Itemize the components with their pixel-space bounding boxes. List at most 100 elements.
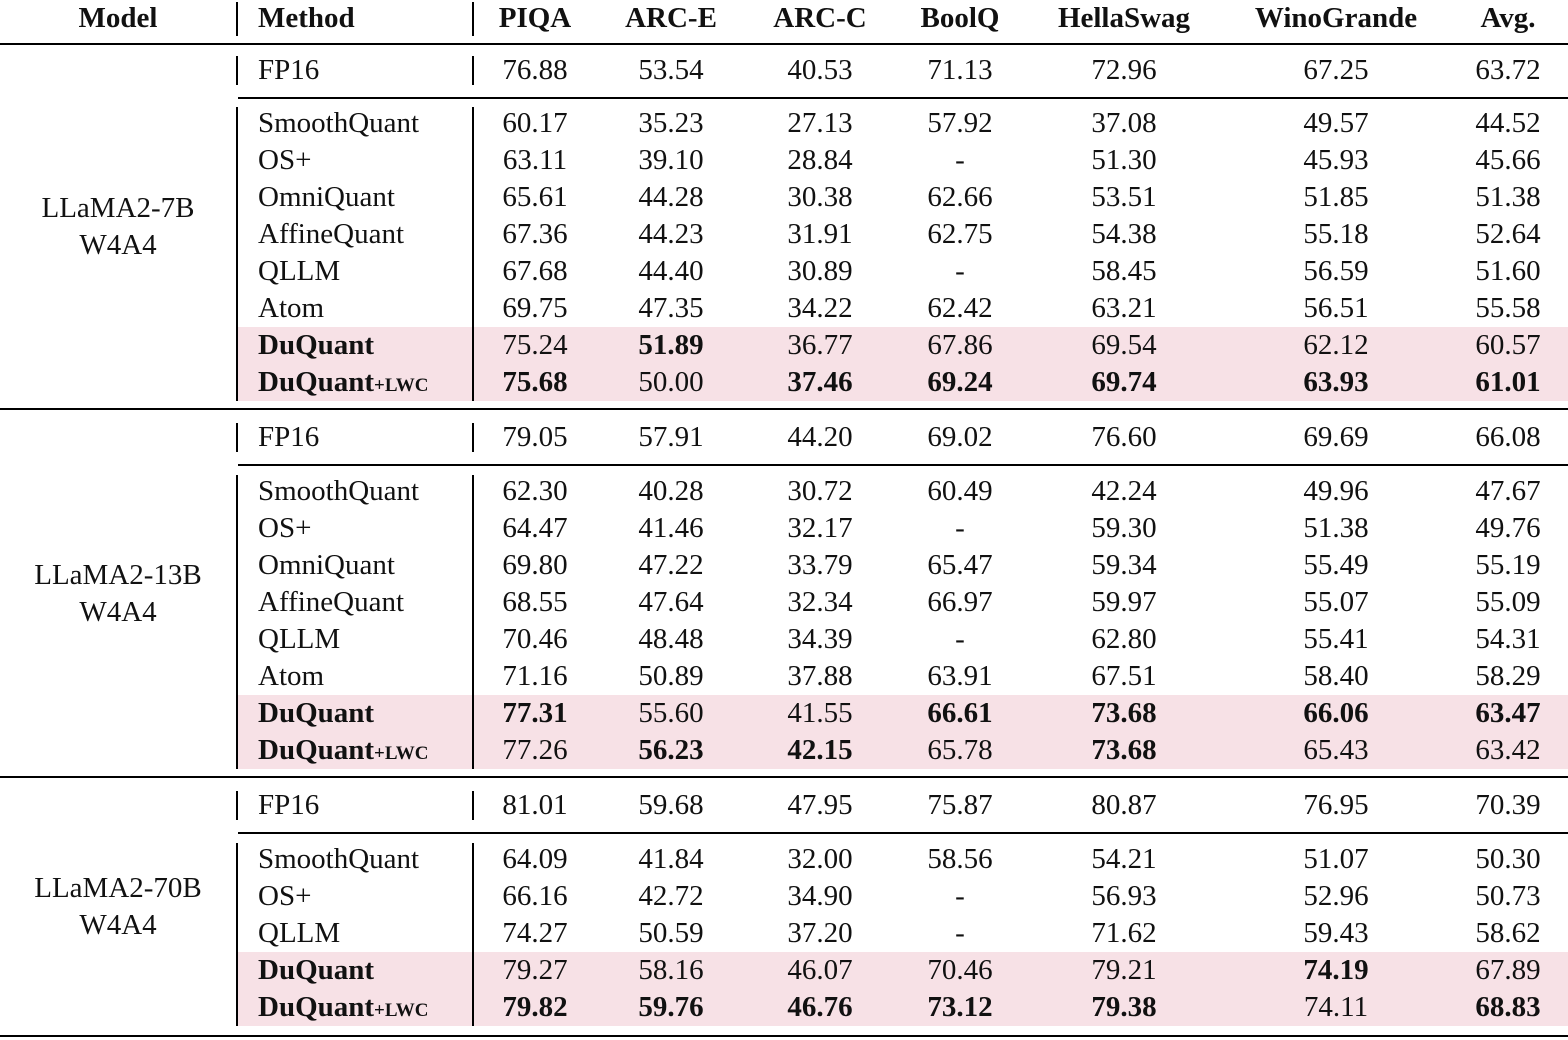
method-name: QLLM: [258, 255, 341, 287]
method-qllm: QLLM: [258, 621, 340, 658]
row-value: 61.01: [1475, 366, 1541, 398]
method-name: DuQuant: [258, 954, 375, 986]
row-value: 59.97: [1091, 586, 1157, 618]
row-value: 35.23: [638, 107, 704, 139]
row-value: 64.47: [502, 512, 568, 544]
method-fp16: FP16: [258, 789, 320, 821]
row-value: 51.30: [1091, 144, 1157, 176]
row-value: 45.66: [1475, 144, 1541, 176]
row-value: 50.89: [638, 660, 704, 692]
model-bits: W4A4: [79, 596, 157, 628]
fp16-value: 76.95: [1303, 789, 1369, 821]
row-value: 28.84: [787, 144, 853, 176]
row-value: -: [955, 917, 965, 949]
method-duquant: DuQuant: [258, 327, 374, 364]
method-qllm: QLLM: [258, 253, 340, 290]
row-value: 44.28: [638, 181, 704, 213]
row-value: 32.17: [787, 512, 853, 544]
row-value: 55.18: [1303, 218, 1369, 250]
row-value: 56.59: [1303, 255, 1369, 287]
rows-separator: [472, 475, 474, 769]
fp16-value: 69.02: [927, 421, 993, 453]
row-value: 55.09: [1475, 586, 1541, 618]
row-value: 59.34: [1091, 549, 1157, 581]
row-value: 62.80: [1091, 623, 1157, 655]
row-value: 30.72: [787, 475, 853, 507]
row-value: 34.39: [787, 623, 853, 655]
row-value: -: [955, 144, 965, 176]
header-hellaswag: HellaSwag: [1057, 2, 1191, 34]
row-value: 68.83: [1475, 991, 1541, 1023]
row-value: 77.26: [502, 734, 568, 766]
row-value: -: [955, 880, 965, 912]
method-name: OS+: [258, 512, 312, 544]
rule-thin: [238, 97, 1568, 99]
row-value: 42.72: [638, 880, 704, 912]
row-value: 66.61: [927, 697, 993, 729]
header-piqa: PIQA: [498, 2, 572, 34]
fp16-value: 66.08: [1475, 421, 1541, 453]
method-suffix: +LWC: [374, 375, 429, 396]
row-value: 37.88: [787, 660, 853, 692]
row-value: 74.11: [1303, 991, 1369, 1023]
header-arc-e: ARC-E: [625, 2, 717, 34]
row-value: 75.24: [502, 329, 568, 361]
highlight-band: [238, 952, 1568, 1026]
fp16-separator: [236, 56, 238, 85]
rows-separator: [472, 843, 474, 1026]
header-method: Method: [258, 2, 355, 34]
model-bits: W4A4: [79, 228, 157, 261]
row-value: 58.16: [638, 954, 704, 986]
method-name: QLLM: [258, 623, 341, 655]
row-value: 32.00: [787, 843, 853, 875]
row-value: 51.38: [1475, 181, 1541, 213]
row-value: 63.11: [502, 144, 568, 176]
method-atom: Atom: [258, 290, 324, 327]
row-value: 55.58: [1475, 292, 1541, 324]
fp16-value: 63.72: [1475, 54, 1541, 86]
row-value: 45.93: [1303, 144, 1369, 176]
row-value: 47.67: [1475, 475, 1541, 507]
rows-separator: [236, 107, 238, 401]
row-value: 31.91: [787, 218, 853, 250]
model-name: LLaMA2-70B: [34, 871, 202, 904]
row-value: 50.59: [638, 917, 704, 949]
row-value: 47.35: [638, 292, 704, 324]
row-value: -: [955, 512, 965, 544]
row-value: 63.47: [1475, 697, 1541, 729]
row-value: 41.55: [787, 697, 853, 729]
row-value: 34.22: [787, 292, 853, 324]
row-value: 54.21: [1091, 843, 1157, 875]
row-value: 53.51: [1091, 181, 1157, 213]
fp16-separator: [472, 56, 474, 85]
row-value: 32.34: [787, 586, 853, 618]
row-value: 58.45: [1091, 255, 1157, 287]
row-value: 74.27: [502, 917, 568, 949]
row-value: 50.73: [1475, 880, 1541, 912]
method-suffix: +LWC: [374, 1000, 429, 1021]
row-value: 51.60: [1475, 255, 1541, 287]
row-value: 62.12: [1303, 329, 1369, 361]
method-duquant: DuQuant: [258, 952, 374, 989]
method-name: SmoothQuant: [258, 107, 420, 139]
row-value: 69.74: [1091, 366, 1157, 398]
fp16-value: 76.88: [502, 54, 568, 86]
row-value: 59.76: [638, 991, 704, 1023]
row-value: 65.61: [502, 181, 568, 213]
row-value: 63.91: [927, 660, 993, 692]
row-value: 44.52: [1475, 107, 1541, 139]
row-value: 67.36: [502, 218, 568, 250]
row-value: 30.38: [787, 181, 853, 213]
row-value: 65.43: [1303, 734, 1369, 766]
highlight-band: [238, 327, 1568, 401]
method-name: DuQuant: [258, 366, 375, 398]
row-value: 42.15: [787, 734, 853, 766]
row-value: 47.64: [638, 586, 704, 618]
fp16-value: 53.54: [638, 54, 704, 86]
method-name: Atom: [258, 660, 325, 692]
row-value: 65.47: [927, 549, 993, 581]
row-value: 67.89: [1475, 954, 1541, 986]
method-duquant-lwc: DuQuant+LWC: [258, 989, 429, 1026]
row-value: 44.23: [638, 218, 704, 250]
fp16-value: 75.87: [927, 789, 993, 821]
